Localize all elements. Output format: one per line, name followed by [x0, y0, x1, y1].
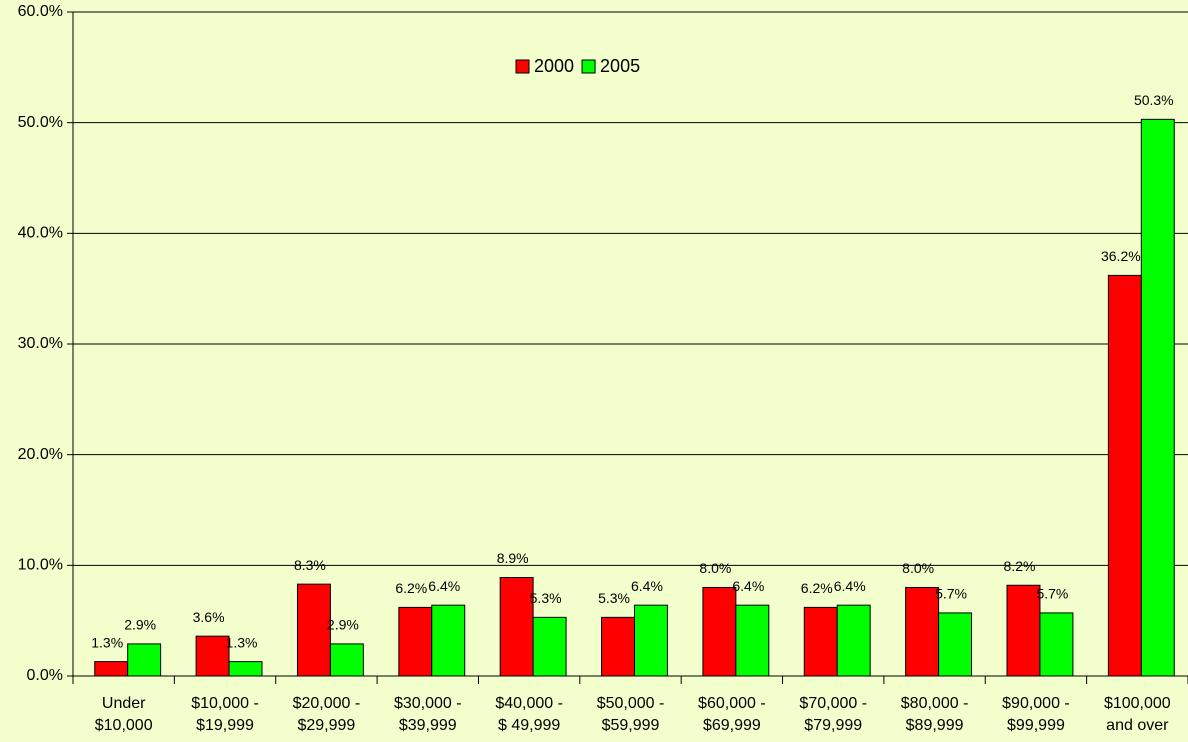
- x-tick-label: $90,000 -$99,999: [1002, 695, 1070, 734]
- bar: [905, 586, 940, 677]
- x-tick-label: $40,000 -$ 49,999: [495, 695, 563, 734]
- value-label: 6.4%: [834, 578, 866, 594]
- bar: [1107, 274, 1142, 677]
- y-tick-label: 10.0%: [18, 557, 63, 574]
- legend-label: 2000: [534, 56, 574, 76]
- value-label: 6.4%: [631, 578, 663, 594]
- value-label: 5.7%: [935, 586, 967, 602]
- value-label: 8.2%: [1004, 558, 1036, 574]
- value-label: 8.0%: [902, 560, 934, 576]
- x-tick-label: $10,000 -$19,999: [191, 695, 259, 734]
- value-label: 6.2%: [395, 580, 427, 596]
- bar: [1140, 118, 1175, 677]
- bar: [735, 604, 770, 677]
- y-tick-label: 0.0%: [27, 667, 63, 684]
- value-label: 3.6%: [193, 609, 225, 625]
- value-label: 8.9%: [497, 550, 529, 566]
- x-tick-label: $20,000 -$29,999: [293, 695, 361, 734]
- bar: [398, 606, 433, 677]
- bar: [1006, 584, 1041, 677]
- bar: [702, 586, 737, 677]
- bar: [296, 583, 331, 677]
- bar: [329, 643, 364, 677]
- bar: [127, 643, 162, 677]
- bar: [601, 616, 636, 677]
- value-label: 50.3%: [1134, 92, 1174, 108]
- value-label: 6.4%: [732, 578, 764, 594]
- bar: [634, 604, 668, 677]
- bar: [532, 616, 567, 677]
- value-label: 6.4%: [428, 578, 460, 594]
- value-label: 1.3%: [226, 634, 258, 650]
- bar: [938, 612, 973, 677]
- legend-swatch: [581, 59, 596, 74]
- bar: [94, 661, 129, 677]
- value-label: 6.2%: [801, 580, 833, 596]
- bar: [803, 606, 838, 677]
- y-tick-label: 60.0%: [18, 3, 63, 20]
- value-label: 36.2%: [1101, 248, 1141, 264]
- x-tick-label: $60,000 -$69,999: [698, 695, 766, 734]
- x-tick-label: $100,000 and over: [1104, 695, 1171, 734]
- value-label: 2.9%: [327, 617, 359, 633]
- value-label: 8.3%: [294, 557, 326, 573]
- y-tick-label: 50.0%: [18, 114, 63, 131]
- bar: [1039, 612, 1074, 677]
- x-tick-label: $70,000 -$79,999: [799, 695, 867, 734]
- bar: [431, 604, 466, 677]
- bar: [836, 604, 871, 677]
- bar: [228, 661, 263, 677]
- value-label: 1.3%: [91, 634, 123, 650]
- x-tick-label: $30,000 -$39,999: [394, 695, 462, 734]
- value-label: 5.3%: [530, 590, 562, 606]
- x-tick-label: Under $10,000: [95, 695, 153, 734]
- legend-label: 2005: [600, 56, 640, 76]
- value-label: 2.9%: [124, 617, 156, 633]
- legend-swatch: [515, 59, 530, 74]
- value-label: 5.7%: [1036, 586, 1068, 602]
- y-tick-label: 40.0%: [18, 225, 63, 242]
- y-tick-label: 20.0%: [18, 446, 63, 463]
- bar: [195, 635, 230, 677]
- x-tick-label: $50,000 -$59,999: [597, 695, 665, 734]
- x-tick-label: $80,000 -$89,999: [901, 695, 969, 734]
- bar: [499, 577, 534, 677]
- y-tick-label: 30.0%: [18, 335, 63, 352]
- value-label: 8.0%: [699, 560, 731, 576]
- value-label: 5.3%: [598, 590, 630, 606]
